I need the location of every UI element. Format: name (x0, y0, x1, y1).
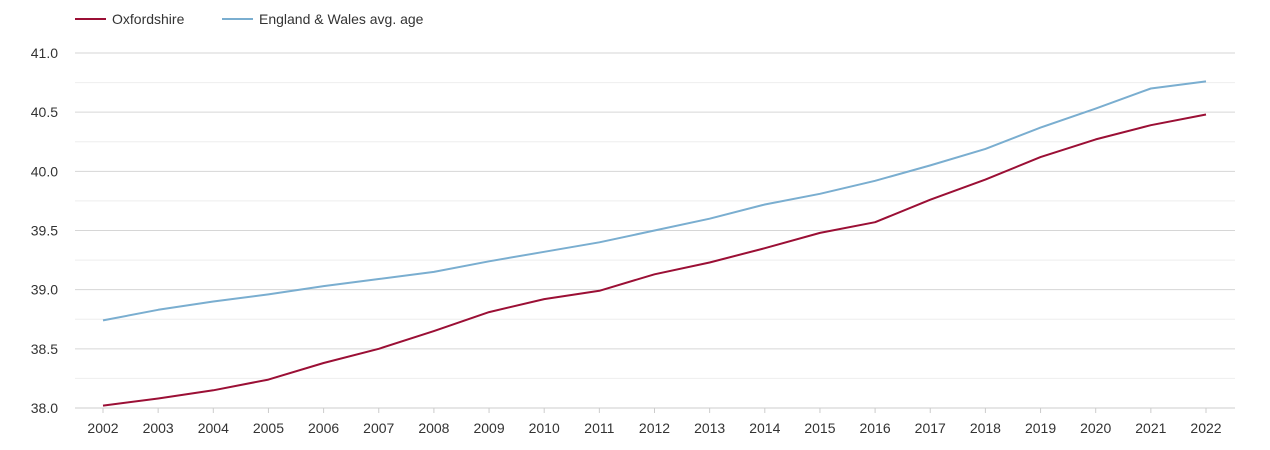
data-point-oxfordshire[interactable] (1035, 151, 1047, 163)
data-point-england-wales[interactable] (1200, 75, 1212, 87)
x-tick-label: 2004 (198, 420, 229, 436)
data-point-england-wales[interactable] (759, 198, 771, 210)
data-point-england-wales[interactable] (428, 266, 440, 278)
x-tick-label: 2017 (915, 420, 946, 436)
data-point-oxfordshire[interactable] (207, 384, 219, 396)
data-point-england-wales[interactable] (97, 314, 109, 326)
data-point-oxfordshire[interactable] (1090, 133, 1102, 145)
x-axis: 2002 2003 2004 2005 2006 2007 2008 2009 2010 2011… (87, 408, 1222, 436)
data-point-england-wales[interactable] (483, 255, 495, 267)
x-tick-label: 2007 (363, 420, 394, 436)
data-point-oxfordshire[interactable] (538, 293, 550, 305)
y-tick-label: 40.5 (31, 104, 58, 120)
x-tick-label: 2011 (584, 420, 614, 436)
legend: Oxfordshire England & Wales avg. age (75, 11, 424, 27)
data-point-oxfordshire[interactable] (979, 174, 991, 186)
data-point-oxfordshire[interactable] (649, 268, 661, 280)
data-point-oxfordshire[interactable] (1200, 109, 1212, 121)
data-point-oxfordshire[interactable] (483, 306, 495, 318)
data-point-oxfordshire[interactable] (262, 374, 274, 386)
series-layer (97, 75, 1212, 412)
data-point-england-wales[interactable] (1145, 83, 1157, 95)
x-tick-label: 2002 (87, 420, 118, 436)
x-tick-label: 2021 (1135, 420, 1166, 436)
series-line-oxfordshire[interactable] (102, 113, 1207, 407)
y-tick-label: 39.0 (31, 282, 58, 298)
data-point-england-wales[interactable] (318, 280, 330, 292)
data-point-oxfordshire[interactable] (1145, 119, 1157, 131)
data-point-oxfordshire[interactable] (593, 285, 605, 297)
data-point-england-wales[interactable] (814, 188, 826, 200)
y-tick-label: 41.0 (31, 45, 58, 61)
data-point-england-wales[interactable] (593, 236, 605, 248)
data-point-england-wales[interactable] (538, 246, 550, 258)
y-tick-label: 38.0 (31, 400, 58, 416)
x-tick-label: 2009 (473, 420, 504, 436)
y-tick-label: 38.5 (31, 341, 58, 357)
x-tick-label: 2006 (308, 420, 339, 436)
x-tick-label: 2014 (749, 420, 780, 436)
data-point-england-wales[interactable] (979, 143, 991, 155)
grid (75, 52, 1235, 409)
x-tick-label: 2019 (1025, 420, 1056, 436)
data-point-oxfordshire[interactable] (814, 227, 826, 239)
data-point-england-wales[interactable] (262, 288, 274, 300)
x-tick-label: 2015 (804, 420, 835, 436)
legend-item-england-wales[interactable]: England & Wales avg. age (222, 11, 424, 27)
x-tick-label: 2020 (1080, 420, 1111, 436)
x-tick-label: 2022 (1190, 420, 1221, 436)
data-point-oxfordshire[interactable] (759, 242, 771, 254)
data-point-oxfordshire[interactable] (869, 216, 881, 228)
data-point-oxfordshire[interactable] (428, 325, 440, 337)
data-point-england-wales[interactable] (649, 225, 661, 237)
x-tick-label: 2008 (418, 420, 449, 436)
data-point-england-wales[interactable] (373, 273, 385, 285)
legend-label-england-wales: England & Wales avg. age (259, 11, 424, 27)
series-line-england-wales[interactable] (102, 80, 1207, 322)
y-tick-label: 39.5 (31, 223, 58, 239)
legend-item-oxfordshire[interactable]: Oxfordshire (75, 11, 185, 27)
data-point-england-wales[interactable] (152, 304, 164, 316)
y-tick-label: 40.0 (31, 163, 58, 179)
x-tick-label: 2018 (970, 420, 1001, 436)
x-tick-label: 2012 (639, 420, 670, 436)
data-point-england-wales[interactable] (1090, 103, 1102, 115)
data-point-england-wales[interactable] (1035, 122, 1047, 134)
data-point-england-wales[interactable] (704, 213, 716, 225)
data-point-oxfordshire[interactable] (373, 343, 385, 355)
data-point-england-wales[interactable] (207, 296, 219, 308)
data-point-oxfordshire[interactable] (704, 256, 716, 268)
x-tick-label: 2016 (860, 420, 891, 436)
y-axis: 38.0 38.5 39.0 39.5 40.0 40.5 41.0 (31, 45, 58, 416)
x-tick-label: 2013 (694, 420, 725, 436)
data-point-oxfordshire[interactable] (97, 400, 109, 412)
data-point-england-wales[interactable] (869, 175, 881, 187)
legend-label-oxfordshire: Oxfordshire (112, 11, 185, 27)
x-tick-label: 2010 (529, 420, 560, 436)
x-tick-label: 2005 (253, 420, 284, 436)
data-point-oxfordshire[interactable] (152, 393, 164, 405)
data-point-oxfordshire[interactable] (924, 194, 936, 206)
data-point-england-wales[interactable] (924, 159, 936, 171)
x-tick-label: 2003 (143, 420, 174, 436)
data-point-oxfordshire[interactable] (318, 357, 330, 369)
